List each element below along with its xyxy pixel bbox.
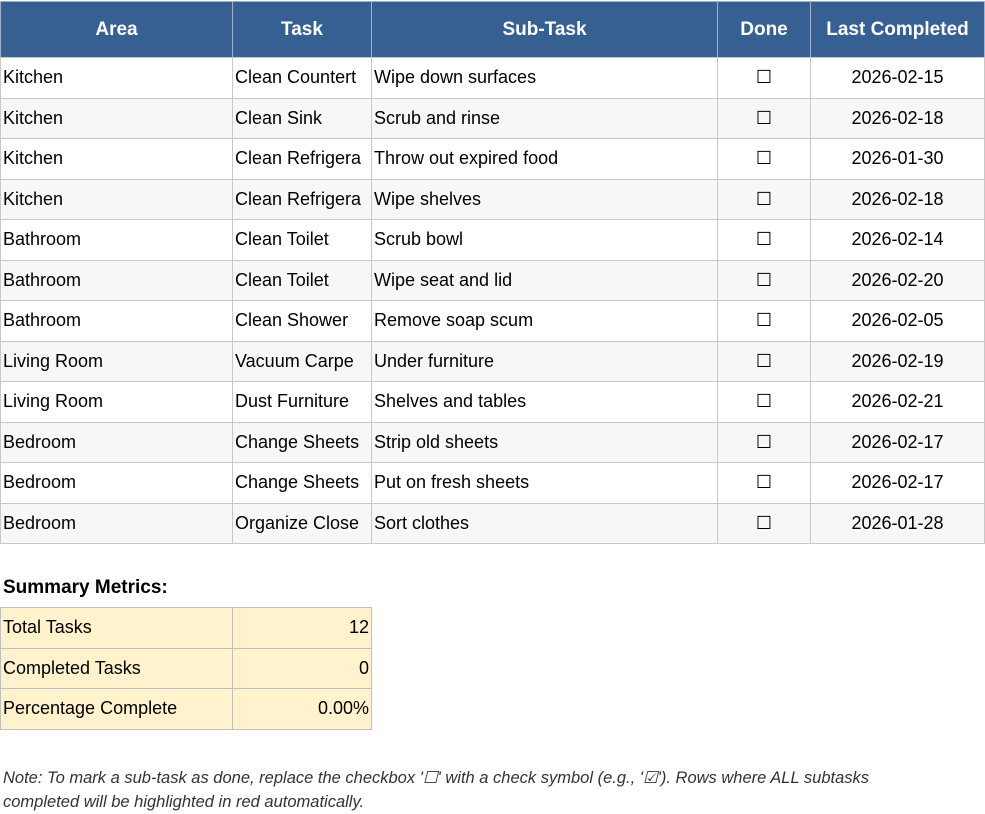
table-cell: 2026-02-05 xyxy=(810,300,985,342)
summary-label: Percentage Complete xyxy=(0,688,233,730)
checkbox-cell: ☐ xyxy=(717,178,811,220)
checkbox-cell: ☐ xyxy=(717,502,811,544)
table-cell: Clean Refrigera xyxy=(232,178,372,220)
column-header: Done xyxy=(717,1,811,58)
table-cell: 2026-01-28 xyxy=(810,502,985,544)
summary-value: 12 xyxy=(232,607,372,649)
note-text: completed will be highlighted in red aut… xyxy=(3,793,365,811)
table-cell: Wipe down surfaces xyxy=(371,57,718,99)
table-cell: Wipe seat and lid xyxy=(371,259,718,301)
table-cell: Sort clothes xyxy=(371,502,718,544)
table-cell: 2026-02-17 xyxy=(810,421,985,463)
table-cell: Clean Toilet xyxy=(232,259,372,301)
note-text: Note: To mark a sub-task as done, replac… xyxy=(3,769,870,787)
summary-value: 0.00% xyxy=(232,688,372,730)
table-cell: Kitchen xyxy=(0,97,233,139)
table-cell: Clean Sink xyxy=(232,97,372,139)
table-cell: Throw out expired food xyxy=(371,138,718,180)
table-cell: Under furniture xyxy=(371,340,718,382)
table-cell: 2026-02-15 xyxy=(810,57,985,99)
summary-label: Total Tasks xyxy=(0,607,233,649)
checkbox-cell: ☐ xyxy=(717,421,811,463)
table-cell: Kitchen xyxy=(0,138,233,180)
table-cell: 2026-01-30 xyxy=(810,138,985,180)
table-cell: Wipe shelves xyxy=(371,178,718,220)
table-cell: Bathroom xyxy=(0,300,233,342)
checkbox-cell: ☐ xyxy=(717,381,811,423)
table-cell: Scrub and rinse xyxy=(371,97,718,139)
table-cell: Strip old sheets xyxy=(371,421,718,463)
table-cell: Bedroom xyxy=(0,502,233,544)
table-cell: Kitchen xyxy=(0,57,233,99)
table-cell: Clean Countert xyxy=(232,57,372,99)
table-cell: Bedroom xyxy=(0,421,233,463)
table-cell: 2026-02-21 xyxy=(810,381,985,423)
checkbox-cell: ☐ xyxy=(717,462,811,504)
table-cell: Bedroom xyxy=(0,462,233,504)
table-cell: Living Room xyxy=(0,381,233,423)
table-cell: Put on fresh sheets xyxy=(371,462,718,504)
table-cell: Bathroom xyxy=(0,219,233,261)
table-cell: Dust Furniture xyxy=(232,381,372,423)
table-cell: Remove soap scum xyxy=(371,300,718,342)
column-header: Task xyxy=(232,1,372,58)
table-cell: Organize Close xyxy=(232,502,372,544)
table-cell: 2026-02-20 xyxy=(810,259,985,301)
table-cell: Vacuum Carpe xyxy=(232,340,372,382)
checkbox-cell: ☐ xyxy=(717,97,811,139)
table-cell: Clean Toilet xyxy=(232,219,372,261)
table-cell: 2026-02-18 xyxy=(810,97,985,139)
table-cell: Scrub bowl xyxy=(371,219,718,261)
column-header: Last Completed xyxy=(810,1,985,58)
table-cell: Bathroom xyxy=(0,259,233,301)
column-header: Sub-Task xyxy=(371,1,718,58)
table-cell: Clean Refrigera xyxy=(232,138,372,180)
checkbox-cell: ☐ xyxy=(717,138,811,180)
checkbox-cell: ☐ xyxy=(717,219,811,261)
summary-title: Summary Metrics: xyxy=(3,577,168,598)
table-cell: Living Room xyxy=(0,340,233,382)
table-cell: Shelves and tables xyxy=(371,381,718,423)
column-header: Area xyxy=(0,1,233,58)
table-cell: 2026-02-18 xyxy=(810,178,985,220)
checkbox-cell: ☐ xyxy=(717,340,811,382)
table-cell: 2026-02-14 xyxy=(810,219,985,261)
checkbox-cell: ☐ xyxy=(717,300,811,342)
table-cell: 2026-02-17 xyxy=(810,462,985,504)
summary-label: Completed Tasks xyxy=(0,647,233,689)
checkbox-cell: ☐ xyxy=(717,57,811,99)
checkbox-cell: ☐ xyxy=(717,259,811,301)
table-cell: 2026-02-19 xyxy=(810,340,985,382)
table-cell: Kitchen xyxy=(0,178,233,220)
summary-value: 0 xyxy=(232,647,372,689)
table-cell: Change Sheets xyxy=(232,421,372,463)
table-cell: Clean Shower xyxy=(232,300,372,342)
table-cell: Change Sheets xyxy=(232,462,372,504)
